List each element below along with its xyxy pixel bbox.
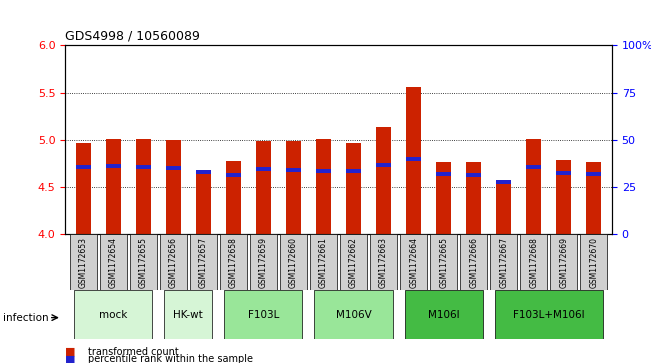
Text: GSM1172654: GSM1172654 bbox=[109, 237, 118, 288]
Bar bbox=[166, 166, 181, 170]
Text: GSM1172656: GSM1172656 bbox=[169, 237, 178, 288]
Bar bbox=[346, 143, 361, 234]
Bar bbox=[316, 139, 331, 234]
Text: mock: mock bbox=[99, 310, 128, 320]
FancyBboxPatch shape bbox=[581, 234, 607, 290]
Bar bbox=[526, 139, 542, 234]
FancyBboxPatch shape bbox=[70, 234, 96, 290]
Text: GSM1172670: GSM1172670 bbox=[589, 237, 598, 288]
Bar bbox=[526, 165, 542, 169]
Bar bbox=[196, 170, 211, 234]
FancyBboxPatch shape bbox=[405, 290, 483, 339]
Bar bbox=[376, 127, 391, 234]
Text: transformed count: transformed count bbox=[88, 347, 178, 357]
FancyBboxPatch shape bbox=[520, 234, 547, 290]
Bar bbox=[226, 173, 241, 176]
Text: GSM1172665: GSM1172665 bbox=[439, 237, 448, 288]
Text: GSM1172663: GSM1172663 bbox=[379, 237, 388, 288]
Bar bbox=[557, 160, 572, 234]
FancyBboxPatch shape bbox=[310, 234, 337, 290]
Bar bbox=[587, 162, 602, 234]
FancyBboxPatch shape bbox=[130, 234, 157, 290]
Text: GSM1172668: GSM1172668 bbox=[529, 237, 538, 288]
Bar bbox=[436, 162, 451, 234]
Text: M106V: M106V bbox=[336, 310, 372, 320]
Text: GSM1172659: GSM1172659 bbox=[259, 237, 268, 288]
Bar bbox=[557, 171, 572, 175]
Bar bbox=[196, 170, 211, 174]
Bar bbox=[496, 180, 511, 184]
Bar bbox=[135, 139, 151, 234]
FancyBboxPatch shape bbox=[314, 290, 393, 339]
Bar bbox=[466, 162, 481, 234]
Text: GSM1172653: GSM1172653 bbox=[79, 237, 88, 288]
FancyBboxPatch shape bbox=[430, 234, 457, 290]
Text: ■: ■ bbox=[65, 347, 76, 357]
FancyBboxPatch shape bbox=[100, 234, 127, 290]
FancyBboxPatch shape bbox=[164, 290, 212, 339]
Text: GSM1172666: GSM1172666 bbox=[469, 237, 478, 288]
Text: GSM1172657: GSM1172657 bbox=[199, 237, 208, 288]
Bar bbox=[466, 173, 481, 176]
FancyBboxPatch shape bbox=[550, 234, 577, 290]
FancyBboxPatch shape bbox=[225, 290, 303, 339]
Bar bbox=[587, 172, 602, 176]
Bar bbox=[256, 141, 271, 234]
Bar bbox=[406, 157, 421, 160]
Text: GSM1172658: GSM1172658 bbox=[229, 237, 238, 288]
Bar bbox=[105, 164, 120, 168]
FancyBboxPatch shape bbox=[250, 234, 277, 290]
Bar bbox=[406, 87, 421, 234]
FancyBboxPatch shape bbox=[340, 234, 367, 290]
Bar bbox=[496, 182, 511, 234]
Bar bbox=[376, 163, 391, 167]
FancyBboxPatch shape bbox=[460, 234, 487, 290]
Text: GSM1172667: GSM1172667 bbox=[499, 237, 508, 288]
Bar bbox=[346, 169, 361, 173]
FancyBboxPatch shape bbox=[190, 234, 217, 290]
Text: F103L: F103L bbox=[248, 310, 279, 320]
FancyBboxPatch shape bbox=[159, 234, 187, 290]
Text: infection: infection bbox=[3, 313, 49, 323]
Bar bbox=[286, 141, 301, 234]
Text: GDS4998 / 10560089: GDS4998 / 10560089 bbox=[65, 30, 200, 43]
Text: percentile rank within the sample: percentile rank within the sample bbox=[88, 354, 253, 363]
FancyBboxPatch shape bbox=[400, 234, 427, 290]
Bar bbox=[286, 168, 301, 172]
FancyBboxPatch shape bbox=[220, 234, 247, 290]
Text: GSM1172661: GSM1172661 bbox=[319, 237, 328, 288]
Bar bbox=[135, 165, 151, 169]
Text: GSM1172664: GSM1172664 bbox=[409, 237, 418, 288]
Bar bbox=[316, 169, 331, 173]
Text: GSM1172669: GSM1172669 bbox=[559, 237, 568, 288]
FancyBboxPatch shape bbox=[490, 234, 518, 290]
FancyBboxPatch shape bbox=[74, 290, 152, 339]
Text: F103L+M106I: F103L+M106I bbox=[513, 310, 585, 320]
Bar bbox=[76, 165, 90, 169]
Bar bbox=[436, 172, 451, 176]
FancyBboxPatch shape bbox=[495, 290, 603, 339]
Bar bbox=[166, 140, 181, 234]
Bar bbox=[226, 162, 241, 234]
Bar bbox=[76, 143, 90, 234]
Text: M106I: M106I bbox=[428, 310, 460, 320]
Text: GSM1172660: GSM1172660 bbox=[289, 237, 298, 288]
Text: GSM1172662: GSM1172662 bbox=[349, 237, 358, 288]
FancyBboxPatch shape bbox=[370, 234, 397, 290]
Bar bbox=[256, 167, 271, 171]
Text: ■: ■ bbox=[65, 354, 76, 363]
Bar bbox=[105, 139, 120, 234]
Text: HK-wt: HK-wt bbox=[173, 310, 203, 320]
FancyBboxPatch shape bbox=[280, 234, 307, 290]
Text: GSM1172655: GSM1172655 bbox=[139, 237, 148, 288]
